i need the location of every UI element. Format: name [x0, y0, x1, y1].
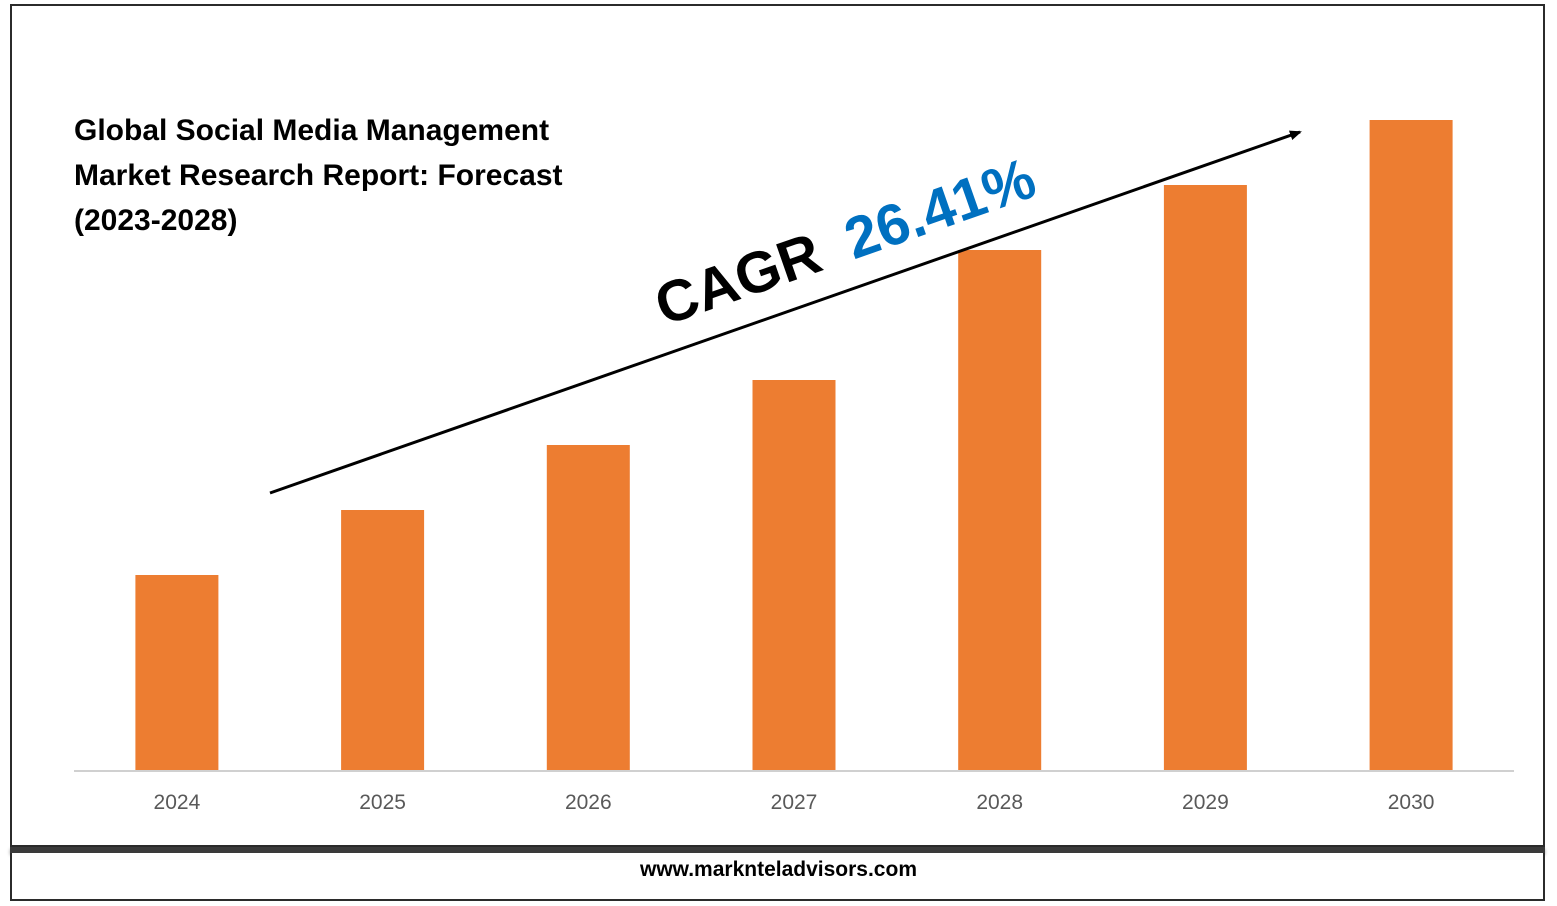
chart-title: Global Social Media Management Market Re… — [74, 114, 563, 237]
x-tick-label-2024: 2024 — [154, 791, 201, 814]
footer-divider — [10, 847, 1545, 853]
x-tick-label-2026: 2026 — [565, 791, 612, 814]
footer-box — [10, 853, 1545, 901]
bar-2024 — [135, 575, 219, 770]
bar-2027 — [752, 380, 836, 770]
bar-2026 — [546, 445, 630, 770]
bar-2028 — [958, 250, 1042, 770]
footer-url: www.marknteladvisors.com — [640, 858, 917, 881]
cagr-trend-arrow — [269, 130, 1302, 495]
x-tick-labels: 2024 2025 2026 2027 2028 2029 2030 — [154, 791, 1435, 814]
x-tick-label-2028: 2028 — [976, 791, 1023, 814]
bar-2025 — [341, 510, 425, 770]
x-tick-label-2030: 2030 — [1388, 791, 1435, 814]
x-tick-label-2025: 2025 — [359, 791, 406, 814]
x-tick-label-2029: 2029 — [1182, 791, 1229, 814]
x-tick-label-2027: 2027 — [771, 791, 818, 814]
bars-layer — [135, 120, 1453, 770]
bar-2029 — [1163, 185, 1247, 770]
bar-2030 — [1369, 120, 1453, 770]
cagr-label: CAGR — [647, 220, 830, 338]
